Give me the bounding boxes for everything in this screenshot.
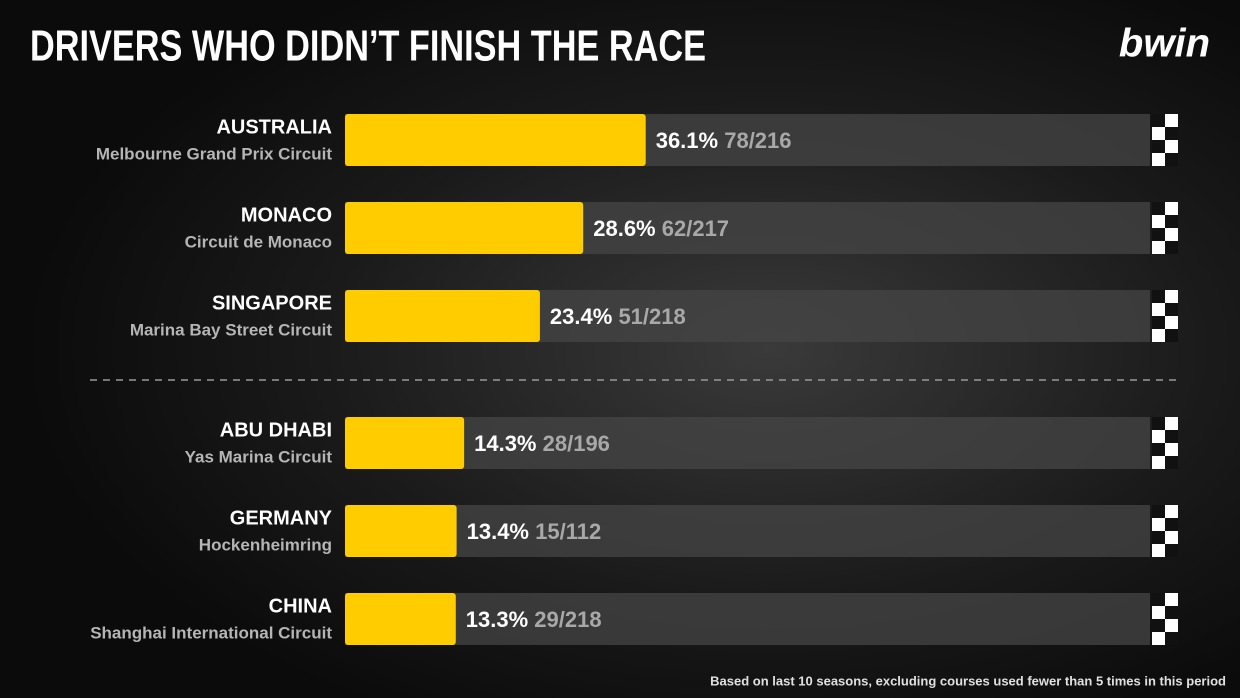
flag-square [1152, 593, 1165, 606]
flag-square [1165, 140, 1178, 153]
flag-square [1165, 505, 1178, 518]
flag-square [1152, 505, 1165, 518]
circuit-label: Circuit de Monaco [185, 232, 332, 251]
flag-square [1152, 606, 1165, 619]
bar [345, 505, 457, 557]
value-text: 13.4% 15/112 [467, 519, 602, 544]
flag-square [1165, 127, 1178, 140]
flag-square [1152, 228, 1165, 241]
flag-square [1152, 518, 1165, 531]
circuit-label: Yas Marina Circuit [185, 447, 333, 466]
bar-track [345, 593, 1150, 645]
flag-square [1165, 153, 1178, 166]
country-label: MONACO [241, 204, 332, 226]
flag-square [1152, 329, 1165, 342]
bar [345, 114, 646, 166]
flag-square [1152, 632, 1165, 645]
chart-title: DRIVERS WHO DIDN’T FINISH THE RACE [30, 22, 706, 71]
circuit-label: Marina Bay Street Circuit [130, 320, 333, 339]
value-label: 13.3% [466, 607, 528, 632]
flag-square [1165, 202, 1178, 215]
flag-square [1152, 215, 1165, 228]
country-label: GERMANY [230, 507, 333, 529]
flag-square [1165, 241, 1178, 254]
flag-square [1152, 303, 1165, 316]
flag-square [1165, 443, 1178, 456]
flag-square [1165, 290, 1178, 303]
flag-square [1152, 544, 1165, 557]
flag-square [1165, 606, 1178, 619]
value-text: 23.4% 51/218 [550, 304, 686, 329]
flag-square [1152, 241, 1165, 254]
flag-square [1165, 518, 1178, 531]
flag-square [1152, 140, 1165, 153]
flag-square [1165, 215, 1178, 228]
flag-square [1152, 417, 1165, 430]
bar-track [345, 505, 1150, 557]
circuit-label: Shanghai International Circuit [90, 623, 332, 642]
footnote: Based on last 10 seasons, excluding cour… [710, 673, 1226, 688]
flag-square [1165, 456, 1178, 469]
flag-square [1152, 114, 1165, 127]
bar [345, 290, 540, 342]
value-text: 14.3% 28/196 [474, 431, 610, 456]
flag-square [1165, 544, 1178, 557]
flag-square [1165, 430, 1178, 443]
bar [345, 593, 456, 645]
flag-square [1165, 417, 1178, 430]
country-label: CHINA [269, 595, 332, 617]
value-label: 28.6% [593, 216, 655, 241]
flag-square [1152, 430, 1165, 443]
country-label: ABU DHABI [220, 419, 332, 441]
flag-square [1165, 303, 1178, 316]
flag-square [1165, 593, 1178, 606]
flag-square [1152, 443, 1165, 456]
flag-square [1165, 329, 1178, 342]
value-text: 36.1% 78/216 [656, 128, 792, 153]
bar [345, 417, 465, 469]
circuit-label: Melbourne Grand Prix Circuit [96, 144, 332, 163]
count-label: 51/218 [618, 304, 685, 329]
circuit-label: Hockenheimring [199, 535, 332, 554]
bar-track [345, 417, 1150, 469]
flag-square [1165, 316, 1178, 329]
flag-square [1152, 316, 1165, 329]
count-label: 28/196 [543, 431, 610, 456]
value-text: 28.6% 62/217 [593, 216, 729, 241]
value-label: 36.1% [656, 128, 718, 153]
flag-square [1165, 632, 1178, 645]
country-label: AUSTRALIA [216, 116, 332, 138]
flag-square [1165, 114, 1178, 127]
country-label: SINGAPORE [212, 292, 332, 314]
value-label: 23.4% [550, 304, 612, 329]
flag-square [1152, 290, 1165, 303]
count-label: 62/217 [662, 216, 729, 241]
flag-square [1152, 531, 1165, 544]
flag-square [1165, 531, 1178, 544]
count-label: 29/218 [534, 607, 601, 632]
count-label: 15/112 [535, 519, 601, 544]
bar [345, 202, 584, 254]
value-text: 13.3% 29/218 [466, 607, 602, 632]
flag-square [1165, 228, 1178, 241]
flag-square [1152, 202, 1165, 215]
flag-square [1152, 153, 1165, 166]
count-label: 78/216 [724, 128, 791, 153]
flag-square [1152, 619, 1165, 632]
flag-square [1152, 127, 1165, 140]
value-label: 14.3% [474, 431, 536, 456]
value-label: 13.4% [467, 519, 529, 544]
flag-square [1152, 456, 1165, 469]
flag-square [1165, 619, 1178, 632]
brand-logo: bwin [1119, 22, 1210, 66]
